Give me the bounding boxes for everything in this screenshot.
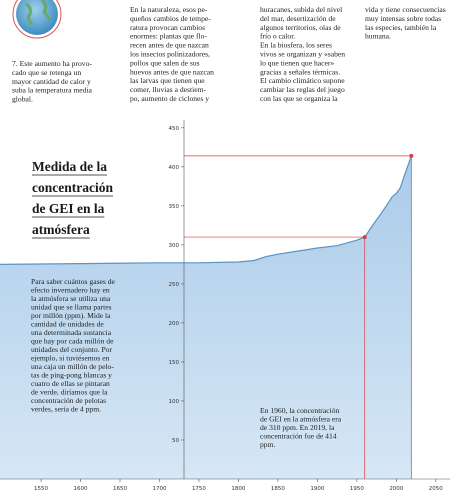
column-text: huevos antes de que nazcan xyxy=(130,67,214,76)
column-text: cado que se retenga un xyxy=(12,68,81,77)
description-text: la atmósfera se utiliza una xyxy=(31,294,111,303)
column-text: queños cambios de tempe- xyxy=(130,14,211,23)
description-text: concentración de pelotas xyxy=(31,396,106,405)
x-tick-label: 1950 xyxy=(350,486,364,492)
column-text: huracanes, subida del nivel xyxy=(260,5,342,14)
column-text: En la biosfera, los seres xyxy=(260,41,332,50)
y-tick-label: 100 xyxy=(169,399,180,405)
column-text: enormes: plantas que flo- xyxy=(130,32,207,41)
description-text: cuatro de ellas se pintaran xyxy=(31,379,110,388)
column-text: po, aumento de ciclones y xyxy=(130,94,209,103)
annotation-text: de 310 ppm. En 2019, la xyxy=(260,423,335,432)
description-text: que hay por cada millón de xyxy=(31,337,114,346)
column-text: con las que se organiza la xyxy=(260,94,338,103)
x-tick-label: 1800 xyxy=(231,486,245,492)
column-text: las especies, también la xyxy=(365,23,437,32)
description-text: Para saber cuántos gases de xyxy=(31,277,116,286)
annotation-text: concentración fue de 414 xyxy=(260,432,337,441)
description-text: de verde, diríamos que la xyxy=(31,388,108,397)
annotation-text: En 1960, la concentración xyxy=(260,406,339,415)
column-text: muy intensas sobre todas xyxy=(365,14,441,23)
chart-title: de GEI en la xyxy=(32,201,105,216)
y-tick-label: 50 xyxy=(172,438,179,444)
column-text: 7. Este aumento ha provo- xyxy=(12,59,92,68)
column-text: gracias a señales térmicas. xyxy=(260,67,340,76)
y-tick-label: 300 xyxy=(169,243,180,249)
column-text: comer, lluvias a destiem- xyxy=(130,85,207,94)
description-text: por millón (ppm). Mide la xyxy=(31,311,111,320)
description-text: efecto invernadero hay en xyxy=(31,286,110,295)
description-text: unidad que se llama partes xyxy=(31,303,112,312)
chart-title: Medida de la xyxy=(32,159,107,174)
column-text: En la naturaleza, esos pe- xyxy=(130,5,208,14)
chart-title: atmósfera xyxy=(32,222,90,237)
area-line xyxy=(0,155,412,265)
x-tick-label: 1550 xyxy=(34,486,48,492)
description-text: unidades del conjunto. Por xyxy=(31,345,112,354)
description-text: ejemplo, si tuviésemos en xyxy=(31,354,110,363)
column-text: los insectos polinizadores, xyxy=(130,50,210,59)
column-text: El cambio climático supone xyxy=(260,76,345,85)
column-text: mayor cantidad de calor y xyxy=(12,77,91,86)
y-tick-label: 350 xyxy=(169,204,180,210)
chart-title: concentración xyxy=(32,180,113,195)
column-text: humana. xyxy=(365,32,391,41)
column-text: global. xyxy=(12,95,33,104)
y-tick-label: 250 xyxy=(169,282,180,288)
globe-icon xyxy=(12,0,62,39)
column-text: vida y tiene consecuencias xyxy=(365,5,446,14)
description-text: una determinada sustancia xyxy=(31,328,112,337)
highlight-point xyxy=(409,153,414,158)
y-tick-label: 400 xyxy=(169,165,180,171)
x-tick-label: 1750 xyxy=(192,486,206,492)
description-text: verdes, sería de 4 ppm. xyxy=(31,405,101,414)
annotation-text: ppm. xyxy=(260,440,276,449)
column-text: las larvas que tienen que xyxy=(130,76,205,85)
x-tick-label: 1650 xyxy=(113,486,127,492)
column-text: frío o calor. xyxy=(260,32,295,41)
x-tick-label: 1700 xyxy=(152,486,166,492)
column-text: pollos que salen de sus xyxy=(130,58,200,67)
x-tick-label: 2050 xyxy=(429,486,443,492)
area-fill xyxy=(0,155,412,479)
x-tick-label: 1850 xyxy=(271,486,285,492)
description-text: una caja un millón de pelo- xyxy=(31,362,114,371)
column-text: recen antes de que nazcan xyxy=(130,41,209,50)
y-tick-label: 200 xyxy=(169,321,180,327)
column-text: suba la temperatura media xyxy=(12,86,93,95)
x-tick-label: 2000 xyxy=(389,486,403,492)
x-tick-label: 1600 xyxy=(74,486,88,492)
column-text: algunos territorios, olas de xyxy=(260,23,341,32)
column-text: ratura provocan cambios xyxy=(130,23,205,32)
description-text: tas de ping-pong blancas y xyxy=(31,371,112,380)
column-text: del mar, desertización de xyxy=(260,14,336,23)
highlight-point xyxy=(362,235,367,240)
column-text: lo que tienen que hacer» xyxy=(260,58,334,67)
annotation-text: de GEI en la atmósfera era xyxy=(260,415,342,424)
column-text: vivos se organizan y «saben xyxy=(260,50,345,59)
description-text: cantidad de unidades de xyxy=(31,320,104,329)
y-tick-label: 150 xyxy=(169,360,180,366)
x-tick-label: 1900 xyxy=(310,486,324,492)
column-text: cambiar las reglas del juego xyxy=(260,85,345,94)
y-tick-label: 450 xyxy=(169,126,180,132)
